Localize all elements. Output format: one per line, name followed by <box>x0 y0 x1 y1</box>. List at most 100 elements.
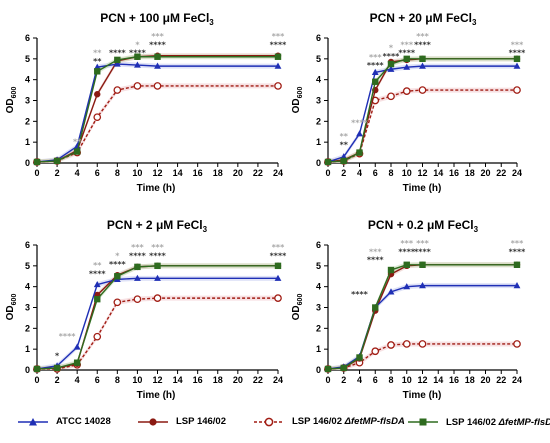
x-tick-label: 10 <box>132 168 142 178</box>
legend-marker-complemented <box>408 418 438 426</box>
significance-label: **** <box>270 40 288 49</box>
data-point-mutant <box>418 86 427 94</box>
data-point-atcc <box>387 288 395 295</box>
significance-label: **** <box>351 290 369 299</box>
x-tick-label: 16 <box>449 168 459 178</box>
legend-label: LSP 146/02 <box>176 416 227 427</box>
significance-label: **** <box>509 49 527 58</box>
data-point-complemented <box>53 364 61 372</box>
data-point-complemented <box>73 359 81 366</box>
y-axis-label: OD600 <box>291 87 304 114</box>
significance-label: **** <box>270 252 288 261</box>
x-tick-label: 24 <box>512 375 522 385</box>
significance-label: **** <box>367 61 385 70</box>
data-point-complemented <box>33 158 41 166</box>
legend-marker-lsp <box>138 417 168 426</box>
significance-label: ** <box>93 261 102 270</box>
data-point-mutant <box>513 340 521 348</box>
data-point-complemented <box>419 261 426 268</box>
significance-label: **** <box>149 252 167 261</box>
series-line-lsp <box>327 58 517 163</box>
x-tick-label: 18 <box>213 375 223 385</box>
significance-label: **** <box>129 49 147 58</box>
data-point-complemented <box>324 158 332 166</box>
y-tick-label: 1 <box>316 344 321 354</box>
x-tick-label: 12 <box>152 168 162 178</box>
y-tick-label: 1 <box>25 137 30 147</box>
y-tick-label: 2 <box>316 116 321 126</box>
y-tick-label: 6 <box>316 240 321 250</box>
data-point-complemented <box>356 354 363 361</box>
panel-title: PCN + 100 μM FeCl3 <box>100 11 214 27</box>
data-point-complemented <box>419 55 426 63</box>
data-point-mutant <box>133 295 142 304</box>
y-tick-label: 1 <box>316 137 321 147</box>
x-tick-label: 10 <box>402 168 412 178</box>
legend-item-lsp: LSP 146/02 <box>138 416 226 427</box>
legend-item-atcc: ATCC 14028 <box>18 416 111 427</box>
x-tick-label: 18 <box>213 168 223 178</box>
data-point-complemented <box>134 53 141 60</box>
data-point-mutant <box>402 340 411 348</box>
x-tick-label: 18 <box>465 168 475 178</box>
significance-label: ** <box>340 132 349 141</box>
x-tick-label: 8 <box>388 375 393 385</box>
error-band-comp <box>328 56 517 164</box>
y-axis-label: OD600 <box>5 294 18 321</box>
y-tick-label: 6 <box>316 33 321 43</box>
significance-label: **** <box>351 119 369 128</box>
x-tick-label: 12 <box>417 168 427 178</box>
y-tick-label: 2 <box>25 323 30 333</box>
data-point-complemented <box>94 295 101 303</box>
x-tick-label: 8 <box>115 375 120 385</box>
data-point-mutant <box>93 332 102 341</box>
x-tick-label: 20 <box>233 375 243 385</box>
x-axis-label: Time (h) <box>403 390 442 401</box>
data-point-complemented <box>324 365 332 373</box>
significance-label: *** <box>511 239 524 248</box>
data-point-complemented <box>340 157 347 165</box>
data-point-complemented <box>274 53 282 60</box>
series-line-lsp <box>327 264 517 370</box>
x-tick-label: 18 <box>465 375 475 385</box>
significance-label: *** <box>151 32 164 41</box>
y-tick-label: 5 <box>316 54 321 64</box>
data-point-mutant <box>93 113 102 122</box>
significance-label: *** <box>400 40 413 49</box>
series-line-atcc <box>36 277 278 370</box>
x-tick-label: 14 <box>433 375 443 385</box>
data-point-complemented <box>94 68 101 75</box>
x-tick-label: 20 <box>480 375 490 385</box>
x-tick-label: 2 <box>341 168 346 178</box>
data-point-complemented <box>73 148 81 155</box>
data-point-mutant <box>133 82 142 90</box>
y-tick-label: 1 <box>25 344 30 354</box>
significance-label: *** <box>151 243 164 252</box>
legend: ATCC 14028 LSP 146/02 LSP 146/02 ΔfetMP-… <box>0 408 550 443</box>
significance-label: *** <box>400 239 413 248</box>
significance-label: **** <box>109 260 127 269</box>
error-band-lsp <box>328 56 517 164</box>
data-point-complemented <box>53 157 61 165</box>
y-tick-label: 3 <box>25 303 30 313</box>
data-point-atcc <box>154 274 161 281</box>
data-point-mutant <box>113 86 122 94</box>
y-tick-label: 3 <box>25 96 30 106</box>
x-tick-label: 0 <box>34 168 39 178</box>
y-tick-label: 3 <box>316 96 321 106</box>
y-tick-label: 4 <box>25 75 30 85</box>
panel-title: PCN + 20 μM FeCl3 <box>370 11 477 27</box>
error-band-atcc <box>37 275 278 370</box>
data-point-atcc <box>387 65 395 72</box>
data-point-mutant <box>113 298 122 307</box>
data-point-atcc <box>154 62 161 69</box>
y-axis-label: OD600 <box>291 294 304 321</box>
significance-label: **** <box>398 49 416 58</box>
data-point-atcc <box>274 274 282 281</box>
data-point-complemented <box>114 56 121 64</box>
data-point-mutant <box>402 87 411 95</box>
